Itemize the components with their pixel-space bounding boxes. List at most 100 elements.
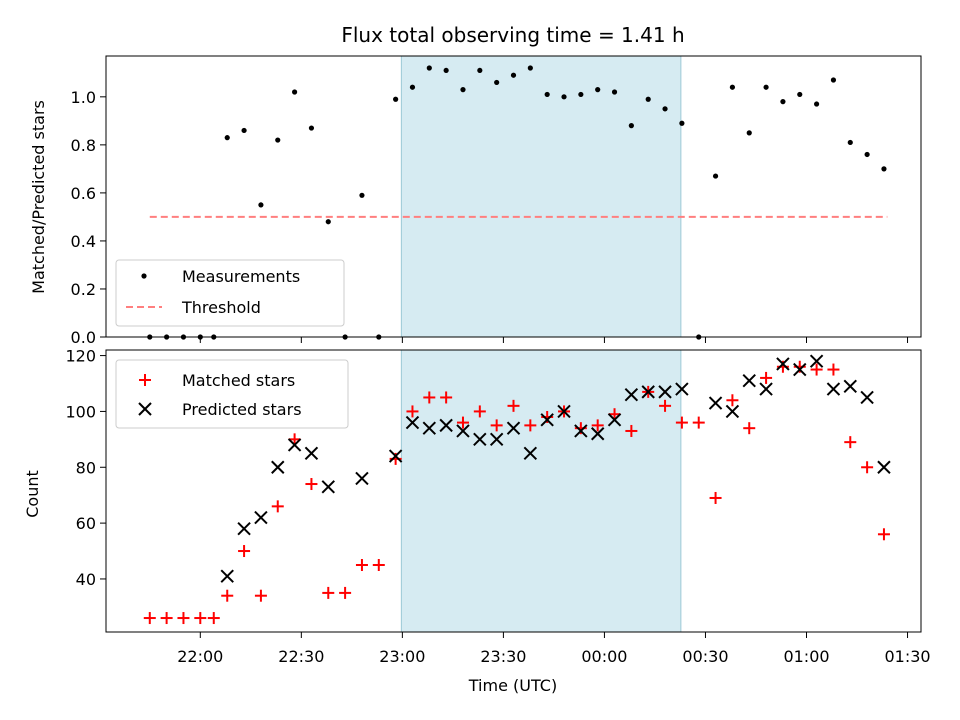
matched-star-point: [743, 422, 756, 435]
predicted-star-point: [287, 438, 302, 452]
predicted-star-point: [725, 404, 740, 419]
predicted-star-point: [776, 357, 790, 371]
matched-star-point: [423, 391, 436, 404]
matched-star-point: [827, 363, 840, 376]
predicted-star-point: [304, 446, 319, 461]
matched-star-point: [490, 419, 503, 432]
measurement-point: [881, 166, 887, 172]
bottom-panel: 40 60 80 100 120 22:00 22:30 23:00 23:30 00:00 00…: [23, 347, 931, 695]
matched-star-point: [322, 586, 335, 599]
matched-star-point: [372, 558, 385, 571]
matched-star-point: [861, 461, 874, 474]
bottom-x-ticks: 22:00 22:30 23:00 23:30 00:00 00:30 01:00 01:30: [177, 632, 931, 666]
predicted-star-point: [321, 480, 335, 494]
predicted-star-point: [809, 354, 824, 368]
predicted-star-point: [658, 385, 672, 399]
top-legend: Measurements Threshold: [115, 259, 345, 327]
predicted-star-point: [523, 446, 538, 461]
top-x-ticks: [199, 337, 909, 343]
measurement-point: [578, 91, 584, 98]
top-y-tick-label: 0.2: [71, 280, 96, 299]
measurement-point: [494, 79, 500, 86]
top-legend-box: [115, 259, 345, 327]
predicted-star-point: [254, 510, 268, 525]
measurement-point: [679, 120, 685, 126]
matched-star-point: [271, 500, 284, 513]
measurement-point: [325, 219, 331, 225]
predicted-star-point: [473, 432, 487, 447]
bottom-y-ticks: 40 60 80 100 120: [65, 347, 106, 589]
predicted-star-point: [489, 432, 504, 447]
measurement-point: [712, 173, 719, 179]
measurement-point: [308, 125, 315, 131]
predicted-star-point: [826, 382, 841, 396]
matched-star-point: [177, 612, 190, 625]
predicted-star-point: [641, 385, 655, 399]
matched-star-point: [675, 416, 688, 429]
legend-matched-marker: [139, 374, 151, 386]
measurement-point: [241, 127, 247, 134]
matched-star-point: [810, 363, 823, 376]
matched-star-point: [160, 612, 173, 625]
measurement-point: [813, 101, 820, 107]
chart-title: Flux total observing time = 1.41 h: [341, 23, 684, 47]
measurement-point: [595, 87, 601, 93]
measurement-point: [628, 123, 634, 129]
matched-star-point: [726, 394, 739, 407]
predicted-star-point: [388, 449, 403, 463]
measurement-point: [864, 151, 870, 158]
bottom-y-tick-label: 100: [65, 402, 96, 421]
top-y-axis-label: Matched/Predicted stars: [29, 100, 48, 294]
bottom-shaded-span: [400, 349, 682, 633]
bottom-points: [143, 354, 891, 625]
predicted-star-point: [540, 413, 554, 427]
bottom-legend-box: [115, 359, 349, 429]
x-tick-label: 22:30: [278, 647, 324, 666]
matched-star-point: [844, 436, 857, 449]
predicted-star-point: [456, 424, 470, 438]
matched-star-point: [608, 408, 621, 421]
x-tick-label: 23:00: [379, 647, 425, 666]
legend-threshold-label: Threshold: [181, 298, 261, 317]
matched-star-point: [456, 416, 469, 429]
predicted-star-point: [439, 418, 453, 433]
measurement-point: [763, 84, 769, 90]
measurement-point: [830, 77, 837, 83]
matched-star-point: [355, 558, 368, 571]
measurement-point: [291, 89, 298, 95]
legend-measurements-label: Measurements: [182, 267, 300, 286]
top-y-tick-label: 1.0: [71, 88, 96, 107]
top-shaded-span: [400, 55, 682, 338]
predicted-star-point: [624, 387, 639, 402]
matched-star-point: [692, 416, 705, 429]
matched-star-point: [288, 433, 301, 446]
predicted-star-point: [877, 460, 891, 474]
measurement-point: [359, 192, 365, 198]
matched-star-point: [625, 424, 638, 437]
bottom-y-tick-label: 120: [65, 347, 96, 366]
measurement-point: [477, 67, 483, 74]
x-tick-label: 00:00: [581, 647, 627, 666]
predicted-star-point: [506, 421, 521, 435]
matched-star-point: [709, 491, 722, 504]
x-tick-label: 01:30: [884, 647, 930, 666]
predicted-star-point: [355, 471, 369, 486]
matched-star-point: [659, 399, 672, 412]
predicted-star-point: [759, 382, 773, 396]
top-panel: 0.0 0.2 0.4 0.6 0.8 1.0 Flux total observing …: [29, 23, 922, 347]
top-y-tick-label: 0.4: [71, 232, 96, 251]
measurement-point: [561, 94, 567, 100]
predicted-star-point: [843, 379, 857, 394]
matched-star-point: [440, 391, 453, 404]
x-tick-label: 22:00: [177, 647, 223, 666]
top-y-ticks: 0.0 0.2 0.4 0.6 0.8 1.0: [71, 88, 106, 347]
matched-star-point: [143, 612, 156, 625]
predicted-star-point: [742, 374, 756, 388]
bottom-y-tick-label: 80: [76, 458, 96, 477]
predicted-star-point: [220, 569, 234, 583]
top-y-tick-label: 0.6: [71, 184, 96, 203]
legend-measurements-marker: [141, 273, 147, 279]
measurement-point: [780, 99, 786, 105]
predicted-star-point: [405, 415, 420, 430]
matched-star-point: [473, 405, 486, 418]
